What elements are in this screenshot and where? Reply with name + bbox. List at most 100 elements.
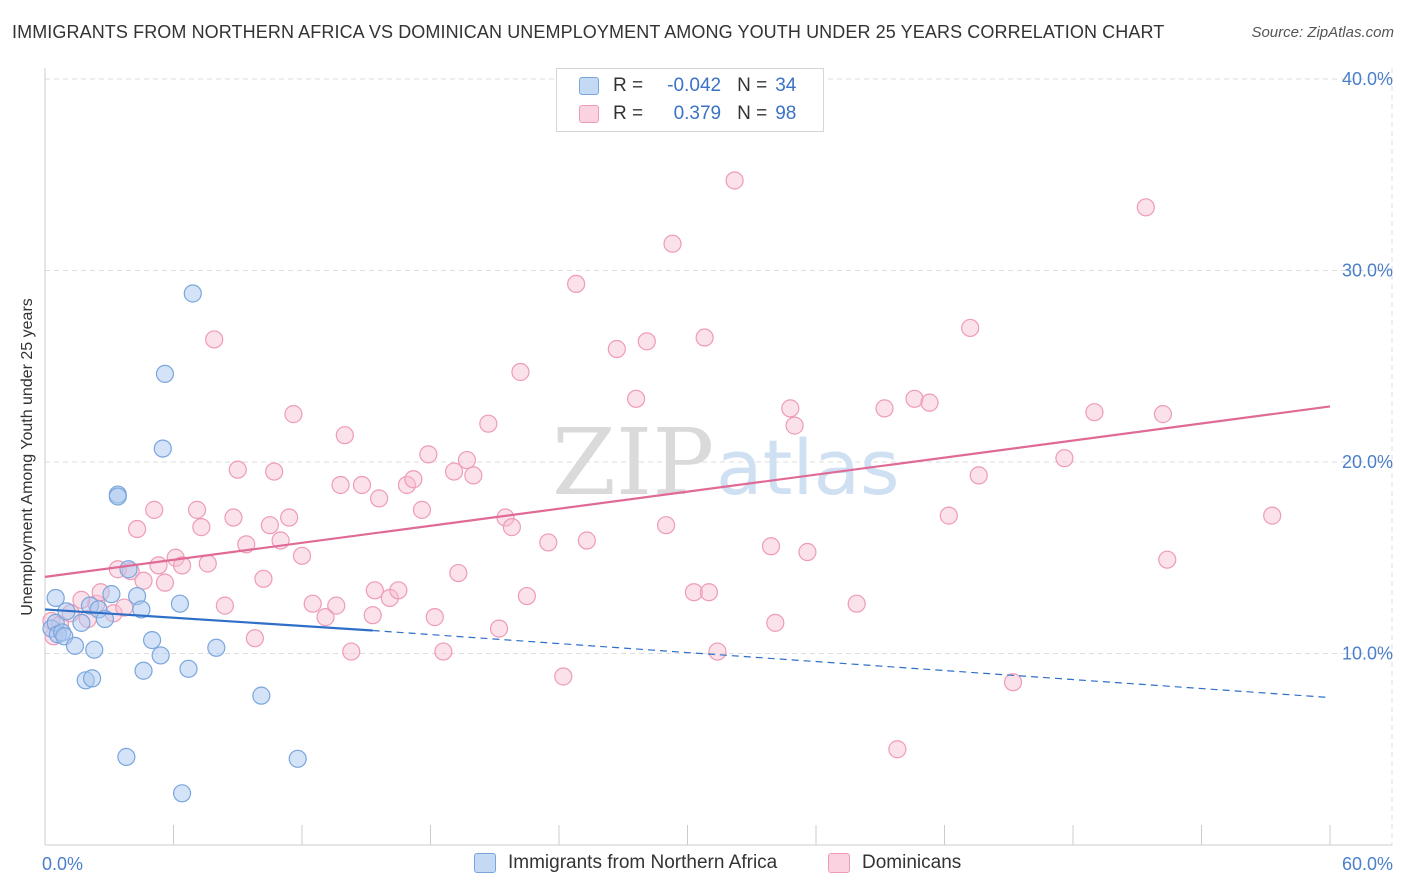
immigrants-point [207, 638, 226, 657]
dominicans-point [567, 274, 586, 294]
legend-n-value: 34 [775, 75, 797, 96]
legend-n-label: N = [737, 103, 768, 124]
x-tick-label-max: 60.0% [1342, 854, 1393, 874]
immigrants-point [155, 364, 175, 384]
dominicans-point [352, 475, 372, 495]
dominicans-point [292, 546, 312, 565]
dominicans-point [626, 389, 646, 408]
dominicans-point [875, 399, 894, 418]
dominicans-point [607, 339, 626, 359]
dominicans-point [303, 594, 322, 613]
dominicans-point [134, 571, 153, 590]
bottom-legend-label: Immigrants from Northern Africa [508, 852, 778, 873]
dominicans-point [412, 500, 432, 519]
dominicans-point [284, 405, 303, 424]
immigrants-point [72, 613, 91, 632]
dominicans-point [920, 393, 939, 412]
dominicans-point [192, 518, 211, 537]
dominicans-point [905, 389, 924, 408]
immigrants-point [153, 439, 172, 458]
dominicans-point [342, 642, 361, 661]
y-tick-label: 30.0% [1342, 261, 1393, 281]
dominicans-point [224, 508, 243, 527]
immigrants-points [42, 284, 307, 803]
dominicans-point [419, 445, 438, 464]
dominicans-point [457, 450, 477, 470]
dominicans-point [149, 556, 168, 575]
legend-r-label: R = [613, 103, 644, 124]
dominicans-point [331, 475, 350, 495]
dominicans-point [725, 171, 744, 190]
dominicans-point [847, 594, 866, 613]
legend-r-label: R = [613, 75, 644, 96]
y-tick-label: 40.0% [1342, 69, 1393, 89]
immigrants-point [117, 747, 136, 767]
dominicans-points [42, 171, 1282, 759]
immigrants-trend-line [44, 608, 373, 632]
dominicans-point [766, 613, 785, 632]
dominicans-point [464, 466, 483, 485]
dominicans-point [969, 466, 988, 485]
dominicans-point [479, 414, 498, 433]
dominicans-point [502, 518, 521, 537]
dominicans-point [663, 234, 682, 253]
dominicans-point [511, 362, 530, 382]
legend-r-value: -0.042 [667, 75, 722, 96]
dominicans-point [327, 596, 346, 615]
dominicans-point [265, 462, 284, 481]
immigrants-point [102, 585, 121, 604]
dominicans-trend-line [44, 405, 1331, 578]
dominicans-point [781, 399, 800, 418]
dominicans-point [656, 516, 676, 535]
dominicans-point [684, 583, 704, 602]
dominicans-point [363, 606, 382, 625]
y-axis-label: Unemployment Among Youth under 25 years [19, 298, 36, 616]
immigrants-point [46, 588, 65, 608]
dominicans-point [939, 506, 958, 525]
immigrants-point [170, 594, 190, 613]
dominicans-point [798, 542, 817, 562]
dominicans-point [888, 740, 907, 759]
correlation-legend: R = -0.042 N = 34 R = 0.379 N = 98 [556, 68, 824, 132]
dominicans-point [370, 489, 389, 508]
tick-labels: 10.0% 20.0% 30.0% 40.0% 0.0% 60.0% [42, 69, 1393, 874]
dominicans-point [1153, 405, 1173, 424]
dominicans-point [215, 596, 234, 615]
dominicans-point [172, 556, 192, 575]
immigrants-point [134, 661, 153, 680]
legend-n-value: 98 [775, 103, 797, 124]
immigrants-point [142, 630, 162, 650]
dominicans-point [260, 516, 279, 535]
dominicans-point [254, 569, 273, 588]
dominicans-point [1003, 673, 1023, 692]
immigrants-point [151, 646, 170, 665]
dominicans-point [404, 470, 423, 489]
dominicans-point [637, 332, 656, 351]
bottom-legend-immigrants: Immigrants from Northern Africa [474, 852, 777, 874]
immigrants-point [119, 560, 138, 579]
dominicans-point [316, 608, 335, 627]
dominicans-point [205, 330, 224, 349]
watermark: ZIP atlas [552, 409, 900, 516]
dominicans-point [245, 629, 264, 648]
dominicans-point [1085, 403, 1104, 422]
legend-n-label: N = [737, 75, 768, 96]
immigrants-point [252, 686, 271, 705]
dominicans-point [425, 608, 444, 627]
dominicans-point [198, 554, 217, 573]
bottom-legend-dominicans: Dominicans [828, 852, 961, 874]
dominicans-point [1263, 506, 1282, 525]
dominicans-point [961, 318, 980, 338]
dominicans-point [1136, 198, 1155, 217]
legend-r-value: 0.379 [673, 103, 722, 124]
legend-row-immigrants: R = -0.042 N = 34 [579, 74, 796, 98]
dominicans-point [389, 581, 408, 600]
dominicans-point [785, 416, 804, 435]
dominicans-point [577, 531, 596, 550]
dominicans-point [155, 573, 175, 592]
y-tick-label: 20.0% [1342, 452, 1393, 472]
immigrants-point [132, 600, 151, 619]
dominicans-point [554, 667, 573, 686]
grid-layer [45, 68, 1393, 845]
